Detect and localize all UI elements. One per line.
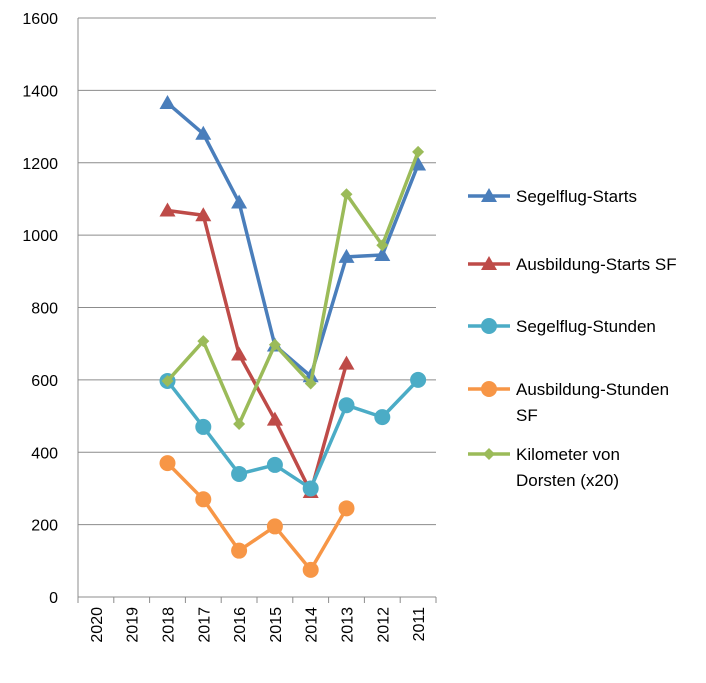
data-point-diamond	[304, 377, 317, 390]
legend-item-segelflug-stunden: Segelflug-Stunden	[468, 317, 656, 336]
series-line	[166, 151, 420, 426]
data-point-circle	[338, 500, 355, 517]
legend-label: Ausbildung-Starts SF	[516, 255, 677, 274]
data-point-circle	[302, 480, 319, 497]
data-point-triangle	[195, 207, 212, 222]
x-tick-label: 2017	[196, 607, 213, 643]
x-tick-label: 2013	[340, 607, 357, 643]
data-point-diamond	[340, 188, 353, 201]
data-point-circle	[195, 418, 212, 435]
legend-label: Ausbildung-Stunden	[516, 380, 669, 399]
data-point-triangle	[231, 346, 248, 361]
series-ausbildung-stunden-sf	[159, 455, 355, 578]
data-point-triangle	[195, 125, 212, 140]
axes: 0 200 400 600 800 1000 1200 1400 1600 2020 2019 201…	[22, 11, 437, 643]
x-tick-label: 2018	[161, 607, 178, 643]
data-point-triangle	[266, 411, 283, 426]
legend-item-segelflug-starts: Segelflug-Starts	[468, 187, 637, 206]
y-tick-label: 200	[31, 518, 58, 535]
x-tick-label: 2020	[89, 607, 106, 643]
data-point-circle	[231, 465, 248, 482]
x-tick-label: 2016	[232, 607, 249, 643]
y-tick-label: 1000	[22, 228, 58, 245]
legend-marker-triangle	[481, 256, 497, 270]
legend-label: Segelflug-Stunden	[516, 317, 656, 336]
legend-label: Kilometer von	[516, 445, 620, 464]
data-point-circle	[374, 409, 391, 426]
gridlines	[78, 17, 436, 526]
y-tick-label: 0	[49, 590, 58, 607]
legend-item-kilometer-von-dorsten-x20: Kilometer von Dorsten (x20)	[468, 445, 620, 490]
data-point-diamond	[376, 239, 389, 252]
data-point-diamond	[161, 374, 174, 387]
x-tick-label: 2014	[304, 607, 321, 643]
legend-label: Segelflug-Starts	[516, 187, 637, 206]
data-point-circle	[338, 397, 355, 414]
y-tick-label: 600	[31, 373, 58, 390]
series-line	[166, 461, 349, 572]
legend-marker-triangle	[481, 188, 497, 202]
data-point-triangle	[338, 248, 355, 263]
data-point-triangle	[159, 202, 176, 217]
y-tick-label: 800	[31, 301, 58, 318]
data-point-circle	[410, 371, 427, 388]
x-tick-label: 2011	[411, 607, 428, 642]
data-point-triangle	[231, 194, 248, 209]
data-point-circle	[302, 561, 319, 578]
series-line	[166, 101, 420, 379]
y-tick-label: 1400	[22, 83, 58, 100]
x-tick-label: 2015	[268, 607, 285, 643]
data-point-diamond	[412, 145, 425, 158]
legend-item-ausbildung-stunden-sf: Ausbildung-Stunden SF	[468, 380, 669, 425]
y-tick-label: 1600	[22, 11, 58, 28]
data-point-circle	[159, 455, 176, 472]
data-point-diamond	[268, 338, 281, 351]
series-segelflug-stunden	[159, 371, 427, 497]
data-point-circle	[266, 518, 283, 535]
data-point-diamond	[197, 335, 210, 348]
x-tick-label: 2012	[375, 607, 392, 643]
series-group	[159, 95, 427, 578]
legend: Segelflug-Starts Ausbildung-Starts SF Sege…	[468, 187, 677, 490]
legend-marker-circle	[481, 381, 497, 397]
data-point-triangle	[374, 247, 391, 262]
legend-item-ausbildung-starts-sf: Ausbildung-Starts SF	[468, 255, 677, 274]
data-point-triangle	[159, 95, 176, 110]
legend-marker-diamond	[483, 448, 495, 460]
legend-label: SF	[516, 406, 538, 425]
y-tick-label: 1200	[22, 156, 58, 173]
data-point-circle	[231, 542, 248, 559]
x-tick-label: 2019	[125, 607, 142, 643]
data-point-diamond	[233, 418, 246, 431]
data-point-triangle	[338, 355, 355, 370]
legend-label: Dorsten (x20)	[516, 471, 619, 490]
data-point-circle	[266, 456, 283, 473]
legend-marker-circle	[481, 318, 497, 334]
series-kilometer-von-dorsten-x20	[161, 145, 425, 431]
y-tick-label: 400	[31, 445, 58, 462]
data-point-circle	[195, 491, 212, 508]
